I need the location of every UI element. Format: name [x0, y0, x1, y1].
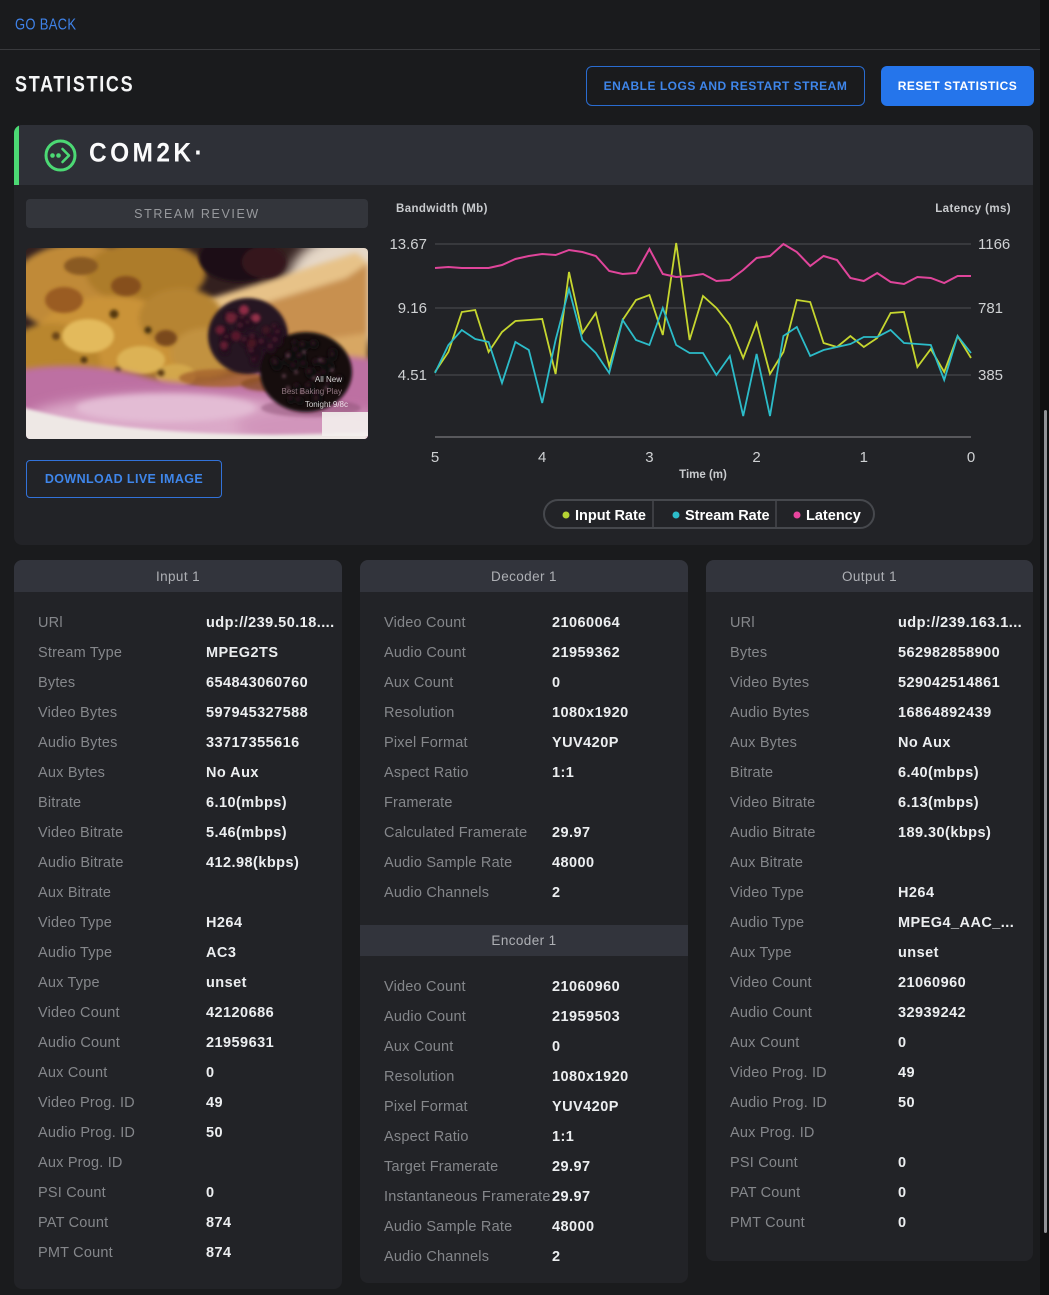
svg-text:Best Baking Play: Best Baking Play	[282, 387, 342, 396]
svg-text:Tonight 9/8c: Tonight 9/8c	[305, 400, 348, 409]
svg-text:5: 5	[431, 449, 439, 466]
svg-text:Stream Rate: Stream Rate	[685, 508, 770, 524]
svg-text:13.67: 13.67	[389, 236, 427, 253]
svg-text:Input Rate: Input Rate	[575, 508, 646, 524]
svg-text:0: 0	[967, 449, 975, 466]
svg-text:385: 385	[978, 367, 1003, 384]
svg-text:4.51: 4.51	[398, 367, 427, 384]
svg-text:All New: All New	[315, 375, 342, 384]
svg-text:Bandwidth (Mb): Bandwidth (Mb)	[396, 203, 488, 215]
svg-text:Time (m): Time (m)	[679, 469, 727, 481]
svg-text:1: 1	[860, 449, 868, 466]
svg-text:781: 781	[978, 300, 1003, 317]
svg-text:4: 4	[538, 449, 546, 466]
svg-text:Latency (ms): Latency (ms)	[935, 203, 1011, 215]
svg-text:1166: 1166	[978, 236, 1010, 253]
svg-text:3: 3	[645, 449, 653, 466]
svg-text:2: 2	[752, 449, 760, 466]
svg-text:Latency: Latency	[806, 508, 861, 524]
svg-text:9.16: 9.16	[398, 300, 427, 317]
